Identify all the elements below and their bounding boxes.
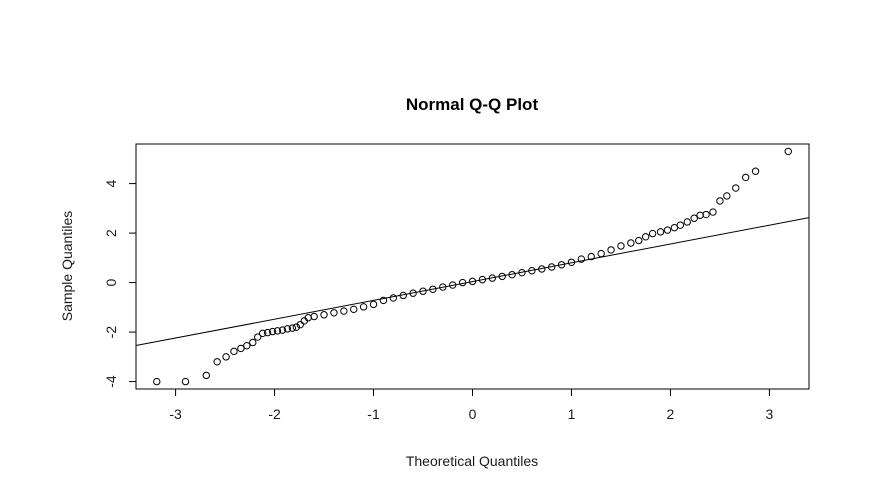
data-point bbox=[716, 197, 724, 205]
data-point bbox=[607, 246, 615, 254]
data-point bbox=[518, 268, 526, 277]
data-point bbox=[547, 263, 556, 271]
data-point bbox=[429, 285, 437, 293]
data-point bbox=[641, 233, 650, 241]
y-tick-label: -2 bbox=[103, 326, 119, 339]
data-point bbox=[635, 236, 643, 245]
x-tick-label: -2 bbox=[268, 406, 281, 422]
data-point bbox=[310, 312, 318, 321]
data-point bbox=[577, 255, 586, 263]
data-point bbox=[268, 327, 277, 336]
data-point bbox=[340, 307, 348, 315]
data-point bbox=[330, 309, 338, 317]
data-point bbox=[528, 267, 536, 275]
data-point bbox=[213, 358, 221, 366]
data-point bbox=[458, 278, 467, 287]
data-point bbox=[222, 353, 230, 361]
data-point bbox=[508, 270, 516, 279]
data-point bbox=[670, 223, 679, 232]
data-point bbox=[468, 277, 477, 286]
data-point bbox=[567, 258, 576, 266]
data-point bbox=[478, 275, 487, 284]
data-point bbox=[683, 218, 691, 226]
data-point bbox=[230, 347, 238, 356]
data-point bbox=[656, 228, 665, 236]
data-point bbox=[538, 265, 546, 273]
data-point bbox=[278, 326, 287, 334]
data-point bbox=[258, 329, 267, 338]
data-point bbox=[273, 327, 282, 335]
y-tick-label: 4 bbox=[103, 179, 119, 187]
data-point bbox=[249, 338, 257, 347]
data-point bbox=[439, 283, 447, 291]
data-point bbox=[587, 252, 595, 261]
data-point bbox=[288, 324, 297, 332]
data-point bbox=[648, 229, 657, 238]
y-axis-label: Sample Quantiles bbox=[59, 211, 75, 322]
data-point bbox=[399, 291, 407, 300]
data-point bbox=[690, 214, 698, 222]
data-point bbox=[751, 167, 760, 175]
data-point bbox=[237, 344, 245, 353]
data-point bbox=[696, 211, 704, 219]
data-point bbox=[784, 147, 792, 156]
data-point bbox=[359, 303, 368, 311]
data-point bbox=[597, 249, 605, 258]
x-tick-label: -1 bbox=[367, 406, 380, 422]
chart-title: Normal Q-Q Plot bbox=[406, 95, 539, 114]
data-point bbox=[419, 287, 427, 295]
points-group bbox=[153, 147, 792, 386]
x-tick-label: 0 bbox=[469, 406, 477, 422]
data-point bbox=[557, 261, 566, 269]
data-point bbox=[702, 210, 710, 219]
data-point bbox=[449, 281, 457, 289]
data-point bbox=[296, 320, 304, 329]
data-point bbox=[379, 296, 388, 305]
data-point bbox=[709, 208, 717, 216]
x-tick-label: 2 bbox=[667, 406, 675, 422]
x-axis-label: Theoretical Quantiles bbox=[406, 453, 538, 469]
y-tick-label: 2 bbox=[103, 229, 119, 237]
data-point bbox=[292, 323, 301, 331]
data-point bbox=[732, 184, 740, 192]
x-tick-label: 1 bbox=[568, 406, 576, 422]
data-point bbox=[663, 226, 672, 234]
y-tick-label: -4 bbox=[103, 375, 119, 388]
data-point bbox=[181, 377, 190, 386]
data-point bbox=[350, 305, 358, 314]
data-point bbox=[283, 325, 292, 333]
data-point bbox=[617, 242, 625, 250]
data-point bbox=[153, 377, 161, 386]
data-point bbox=[202, 371, 210, 380]
data-point bbox=[243, 341, 251, 350]
data-point bbox=[389, 294, 398, 302]
data-point bbox=[723, 192, 731, 200]
data-point bbox=[488, 274, 496, 282]
data-point bbox=[741, 173, 750, 182]
data-point bbox=[263, 328, 272, 337]
data-point bbox=[498, 272, 506, 281]
y-tick-label: 0 bbox=[103, 278, 119, 286]
reference-line-group bbox=[135, 217, 810, 347]
y-axis: -4 -2 0 2 4 bbox=[103, 179, 136, 388]
data-point bbox=[320, 311, 328, 319]
data-point bbox=[254, 333, 262, 341]
x-tick-label: -3 bbox=[169, 406, 182, 422]
x-tick-label: 3 bbox=[766, 406, 774, 422]
data-point bbox=[369, 300, 378, 309]
data-point bbox=[627, 239, 635, 247]
data-point bbox=[676, 221, 685, 229]
qq-reference-line bbox=[135, 217, 810, 347]
data-point bbox=[409, 289, 417, 297]
x-axis: -3 -2 -1 0 1 2 3 bbox=[169, 389, 774, 422]
